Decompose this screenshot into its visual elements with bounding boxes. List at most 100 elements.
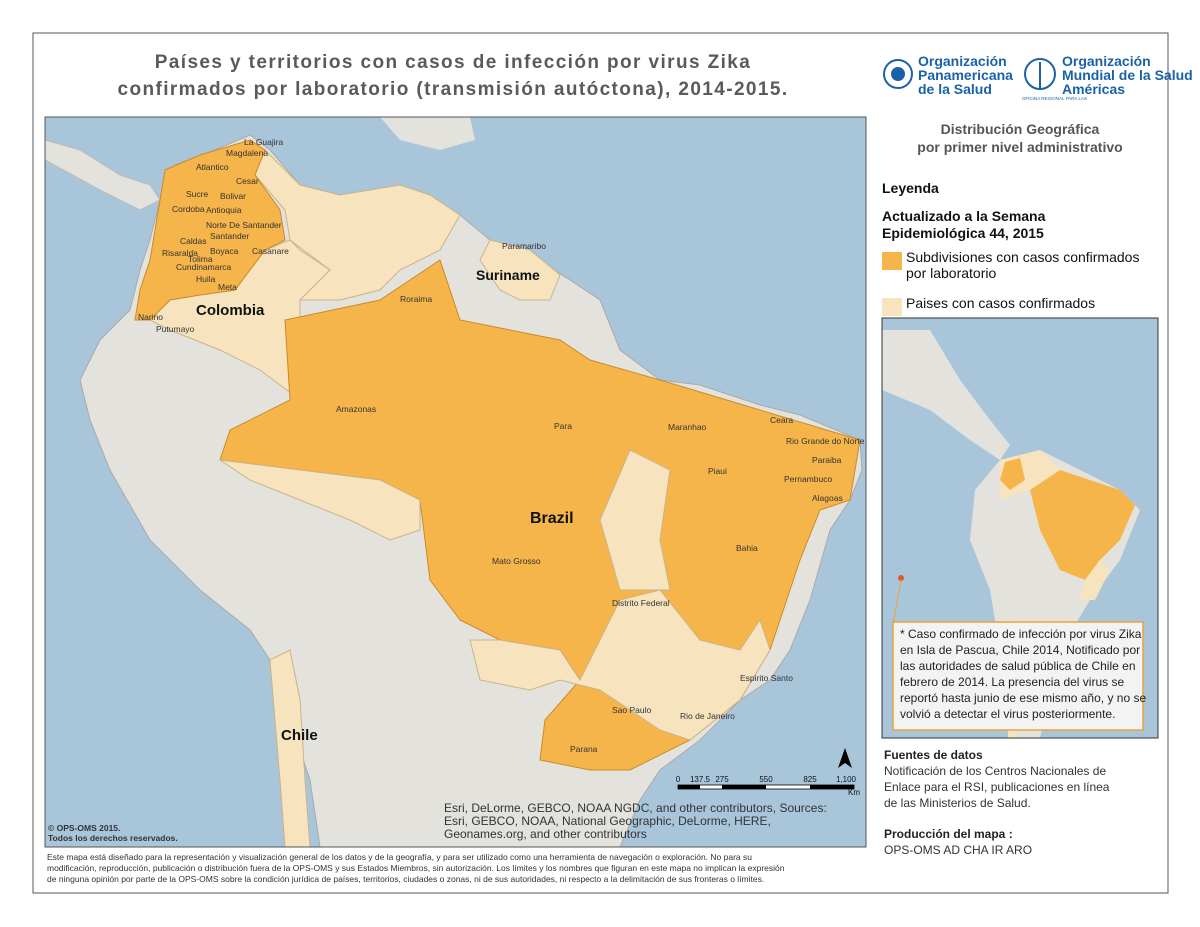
brazil-tocantins — [599, 449, 671, 591]
region-label: Casanare — [252, 246, 289, 256]
scale-label: 1,100 — [836, 775, 857, 784]
region-label: Ceara — [770, 415, 793, 425]
suriname — [479, 239, 561, 301]
region-label: Piaui — [708, 466, 727, 476]
scale-label: 137.5 — [690, 775, 711, 784]
inset-note-box — [892, 621, 1144, 731]
colombia-affected — [134, 139, 286, 321]
region-label: Rio Grande do Norte — [786, 436, 865, 446]
region-label: Caldas — [180, 236, 206, 246]
scale-label: 0 — [676, 775, 681, 784]
inset-leader — [892, 579, 902, 626]
region-label: Pernambuco — [784, 474, 832, 484]
chile — [269, 649, 311, 847]
region-label: Cordoba — [172, 204, 205, 214]
inset-note: en Isla de Pascua, Chile 2014, Notificad… — [900, 643, 1140, 657]
region-label: Parana — [570, 744, 598, 754]
sources-line: de las Ministerios de Salud. — [884, 796, 1031, 810]
production-title: Producción del mapa : — [884, 827, 1013, 841]
scale-label: 550 — [759, 775, 773, 784]
region-label: Norte De Santander — [206, 220, 282, 230]
paho-logo — [883, 59, 913, 89]
legend-label: Subdivisiones con casos confirmados — [906, 249, 1139, 265]
who-name: Américas — [1062, 81, 1125, 97]
region-label: Bahia — [736, 543, 758, 553]
region-label: Sucre — [186, 189, 208, 199]
brazil-center — [469, 589, 771, 741]
inset-frame — [881, 317, 1159, 739]
region-label: Bolivar — [220, 191, 246, 201]
region-label: Mato Grosso — [492, 556, 541, 566]
region-label: Atlantico — [196, 162, 229, 172]
legend-label: Paises con casos confirmados — [906, 295, 1095, 311]
region-label: Risaralda — [162, 248, 198, 258]
copyright: © OPS-OMS 2015. — [48, 823, 120, 833]
main-map — [45, 117, 866, 847]
region-label: Amazonas — [336, 404, 376, 414]
panel-subtitle: por primer nivel administrativo — [917, 139, 1122, 155]
legend-swatch — [882, 252, 902, 270]
attribution: Esri, DeLorme, GEBCO, NOAA NGDC, and oth… — [444, 801, 827, 815]
who-small: OFICINA REGIONAL PARA LAS — [1022, 96, 1087, 101]
title-line: Países y territorios con casos de infecc… — [155, 52, 752, 73]
disclaimer: de ninguna opinión por parte de la OPS-O… — [47, 874, 764, 884]
disclaimer: modificación, reproducción, publicación … — [47, 863, 785, 873]
scale-unit: Km — [848, 788, 860, 797]
scale-label: 825 — [803, 775, 817, 784]
region-label: Cundinamarca — [176, 262, 232, 272]
panel-subtitle: Distribución Geográfica — [941, 121, 1100, 137]
legend-label: por laboratorio — [906, 265, 996, 281]
region-label: Magdalena — [226, 148, 268, 158]
region-label: Para — [554, 421, 572, 431]
sources-line: Enlace para el RSI, publicaciones en lín… — [884, 780, 1110, 794]
region-label: Paraiba — [812, 455, 842, 465]
legend-updated: Actualizado a la Semana — [882, 208, 1046, 224]
country-label: Suriname — [476, 267, 540, 283]
sources-title: Fuentes de datos — [884, 748, 983, 762]
country-label: Brazil — [530, 510, 574, 527]
scale-bar — [677, 784, 855, 790]
region-label: Huila — [196, 274, 216, 284]
region-label: Cesar — [236, 176, 259, 186]
disclaimer: Este mapa está diseñado para la represen… — [47, 852, 752, 862]
who-name: Organización — [1062, 53, 1151, 69]
region-label: Alagoas — [812, 493, 843, 503]
venezuela — [254, 149, 461, 301]
region-label: Espirito Santo — [740, 673, 793, 683]
legend-title: Leyenda — [882, 180, 939, 196]
region-label: Distrito Federal — [612, 598, 670, 608]
sources-line: Notificación de los Centros Nacionales d… — [884, 764, 1106, 778]
region-label: Rio de Janeiro — [680, 711, 735, 721]
region-label: Putumayo — [156, 324, 195, 334]
legend-updated: Epidemiológica 44, 2015 — [882, 225, 1044, 241]
paho-name: Panamericana — [918, 67, 1013, 83]
inset-note: febrero de 2014. La presencia del virus … — [900, 675, 1124, 689]
region-label: Roraima — [400, 294, 432, 304]
region-label: Tolima — [188, 254, 213, 264]
paho-name: de la Salud — [918, 81, 992, 97]
who-name: Mundial de la Salud — [1062, 67, 1193, 83]
map-frame — [44, 116, 867, 848]
paho-name: Organización — [918, 53, 1007, 69]
attribution: Geonames.org, and other contributors — [444, 827, 647, 841]
region-label: Antioquia — [206, 205, 242, 215]
production-text: OPS-OMS AD CHA IR ARO — [884, 843, 1032, 857]
region-label: Boyaca — [210, 246, 239, 256]
region-label: La Guajira — [244, 137, 283, 147]
region-label: Meta — [218, 282, 237, 292]
legend-swatch — [882, 298, 902, 316]
region-label: Paramaribo — [502, 241, 546, 251]
paho-logo-globe — [891, 67, 905, 81]
inset-note: reportó hasta junio de ese mismo año, y … — [900, 691, 1146, 705]
region-label: Maranhao — [668, 422, 707, 432]
title-line: confirmados por laboratorio (transmisión… — [118, 79, 789, 100]
scale-label: 275 — [715, 775, 729, 784]
inset-note: * Caso confirmado de infección por virus… — [900, 627, 1142, 641]
region-label: Sao Paulo — [612, 705, 651, 715]
region-label: Narino — [138, 312, 163, 322]
north-arrow — [838, 748, 852, 768]
inset-note: volvió a detectar el virus posteriorment… — [900, 707, 1115, 721]
brazil-west — [219, 459, 421, 541]
attribution: Esri, GEBCO, NOAA, National Geographic, … — [444, 814, 771, 828]
